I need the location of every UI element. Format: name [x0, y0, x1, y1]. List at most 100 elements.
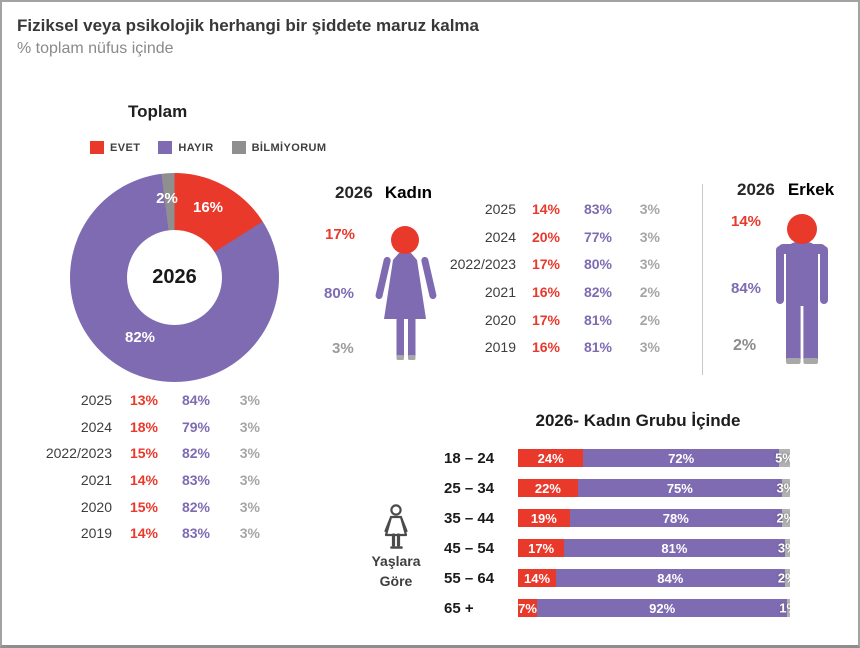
- erkek-heading-label: Erkek: [787, 180, 835, 199]
- bar-segment-hayir: 84%: [556, 569, 785, 587]
- stacked-bar: 24%72%5%: [518, 449, 790, 467]
- cell-bilm: 3%: [239, 445, 260, 462]
- age-label: 65 +: [444, 599, 474, 617]
- table-row: 2021 14% 83% 3%: [42, 467, 262, 494]
- bar-segment-evet: 17%: [518, 539, 565, 557]
- age-label: 45 – 54: [444, 539, 495, 557]
- erkek-value-bilm: 2%: [733, 337, 757, 354]
- bar-segment-evet: 24%: [518, 449, 584, 467]
- age-row: 65 + 7%92%1%: [444, 593, 792, 623]
- bar-segment-bilm-label: 3%: [777, 540, 790, 556]
- cell-year: 2022/2023: [45, 445, 112, 462]
- kadin-value-hayir: 80%: [324, 285, 355, 302]
- hayir-swatch-icon: [158, 141, 173, 154]
- erkek-heading-year: 2026: [737, 180, 775, 199]
- donut-center-year: 2026: [152, 266, 197, 288]
- cell-hayir: 80%: [583, 256, 612, 273]
- table-row: 2021 16% 82% 2%: [448, 278, 662, 306]
- erkek-value-evet: 14%: [731, 213, 762, 230]
- cell-bilm: 3%: [639, 256, 660, 273]
- table-row: 2022/2023 17% 80% 3%: [448, 250, 662, 278]
- table-row: 2025 14% 83% 3%: [448, 195, 662, 223]
- cell-year: 2021: [484, 283, 516, 300]
- bar-segment-hayir: 75%: [577, 479, 782, 497]
- table-row: 2019 16% 81% 3%: [448, 333, 662, 361]
- cell-hayir: 83%: [181, 525, 210, 542]
- age-rows: 18 – 24 24%72%5% 25 – 34 22%75%3% 35 – 4419%…: [444, 443, 792, 623]
- cell-bilm: 3%: [639, 228, 660, 245]
- cell-evet: 18%: [129, 418, 158, 435]
- age-row: 55 – 64 14%84%2%: [444, 563, 792, 593]
- kadin-table: 2025 14% 83% 3% 2024 20% 77% 3% 2022/2023 17% 80% 3…: [448, 195, 662, 361]
- bar-segment-bilm: 3%: [778, 539, 790, 557]
- donut-value-bilm: 2%: [156, 190, 178, 207]
- table-row: 2020 15% 82% 3%: [42, 493, 262, 520]
- age-label: 25 – 34: [444, 479, 495, 497]
- bar-segment-evet: 19%: [518, 509, 570, 527]
- cell-bilm: 3%: [239, 525, 260, 542]
- woman-icon: [375, 226, 437, 360]
- bar-segment-bilm-label: 2%: [776, 510, 790, 526]
- cell-year: 2020: [484, 311, 516, 328]
- age-label: 55 – 64: [444, 569, 495, 587]
- cell-year: 2024: [484, 228, 516, 245]
- cell-hayir: 84%: [181, 392, 210, 409]
- bar-segment-evet: 7%: [518, 599, 538, 617]
- cell-evet: 13%: [129, 392, 158, 409]
- table-row: 2024 18% 79% 3%: [42, 414, 262, 441]
- cell-bilm: 3%: [239, 498, 260, 515]
- cell-year: 2025: [484, 200, 516, 217]
- cell-bilm: 3%: [239, 472, 260, 489]
- cell-evet: 16%: [531, 283, 560, 300]
- woman-outline-icon: [384, 504, 408, 549]
- legend-label-bilmiyorum: BİLMİYORUM: [251, 141, 327, 154]
- cell-year: 2019: [484, 339, 516, 356]
- age-icon-wrap: [360, 504, 432, 555]
- table-row: 2020 17% 81% 2%: [448, 306, 662, 334]
- age-row: 35 – 44 19%78%2%: [444, 503, 792, 533]
- donut-value-hayir: 82%: [124, 329, 156, 346]
- bilmiyorum-swatch-icon: [231, 141, 246, 154]
- bar-segment-bilm: 2%: [778, 569, 790, 587]
- cell-bilm: 3%: [239, 418, 260, 435]
- bar-segment-bilm-label: 1%: [779, 600, 790, 616]
- cell-bilm: 2%: [639, 283, 660, 300]
- age-caption: Yaşlara Göre: [360, 551, 432, 591]
- cell-bilm: 3%: [239, 392, 260, 409]
- cell-bilm: 2%: [639, 311, 660, 328]
- age-caption-line1: Yaşlara: [371, 553, 421, 569]
- page-title: Fiziksel veya psikolojik herhangi bir şi…: [17, 16, 480, 35]
- cell-hayir: 83%: [583, 200, 612, 217]
- legend-item-bilmiyorum: BİLMİYORUM: [231, 141, 327, 154]
- bar-segment-bilm: 1%: [779, 599, 790, 617]
- stacked-bar: 19%78%2%: [518, 509, 790, 527]
- cell-bilm: 3%: [639, 339, 660, 356]
- age-caption-line2: Göre: [379, 573, 413, 589]
- legend-item-evet: EVET: [90, 141, 140, 154]
- age-label: 18 – 24: [444, 449, 495, 467]
- cell-hayir: 82%: [181, 498, 210, 515]
- toplam-heading: Toplam: [128, 102, 188, 121]
- age-row: 18 – 24 24%72%5%: [444, 443, 792, 473]
- cell-evet: 14%: [531, 200, 560, 217]
- stacked-bar: 22%75%3%: [518, 479, 790, 497]
- kadin-value-bilm: 3%: [332, 340, 354, 357]
- cell-year: 2025: [80, 392, 112, 409]
- bar-segment-bilm-label: 2%: [777, 570, 790, 586]
- section-divider: [702, 184, 703, 375]
- table-row: 2019 14% 83% 3%: [42, 520, 262, 547]
- kadin-value-evet: 17%: [325, 226, 356, 243]
- cell-hayir: 82%: [583, 283, 612, 300]
- cell-evet: 15%: [129, 445, 158, 462]
- donut-chart: 16% 82% 2% 2026: [70, 173, 279, 382]
- cell-year: 2019: [80, 525, 112, 542]
- kadin-heading-label: Kadın: [384, 183, 433, 202]
- legend: EVET HAYIR BİLMİYORUM: [90, 141, 326, 154]
- cell-hayir: 79%: [181, 418, 210, 435]
- bar-segment-bilm: 2%: [777, 509, 790, 527]
- cell-hayir: 82%: [181, 445, 210, 462]
- cell-year: 2020: [80, 498, 112, 515]
- cell-year: 2021: [80, 472, 112, 489]
- cell-year: 2024: [80, 418, 112, 435]
- stacked-bar: 7%92%1%: [518, 599, 790, 617]
